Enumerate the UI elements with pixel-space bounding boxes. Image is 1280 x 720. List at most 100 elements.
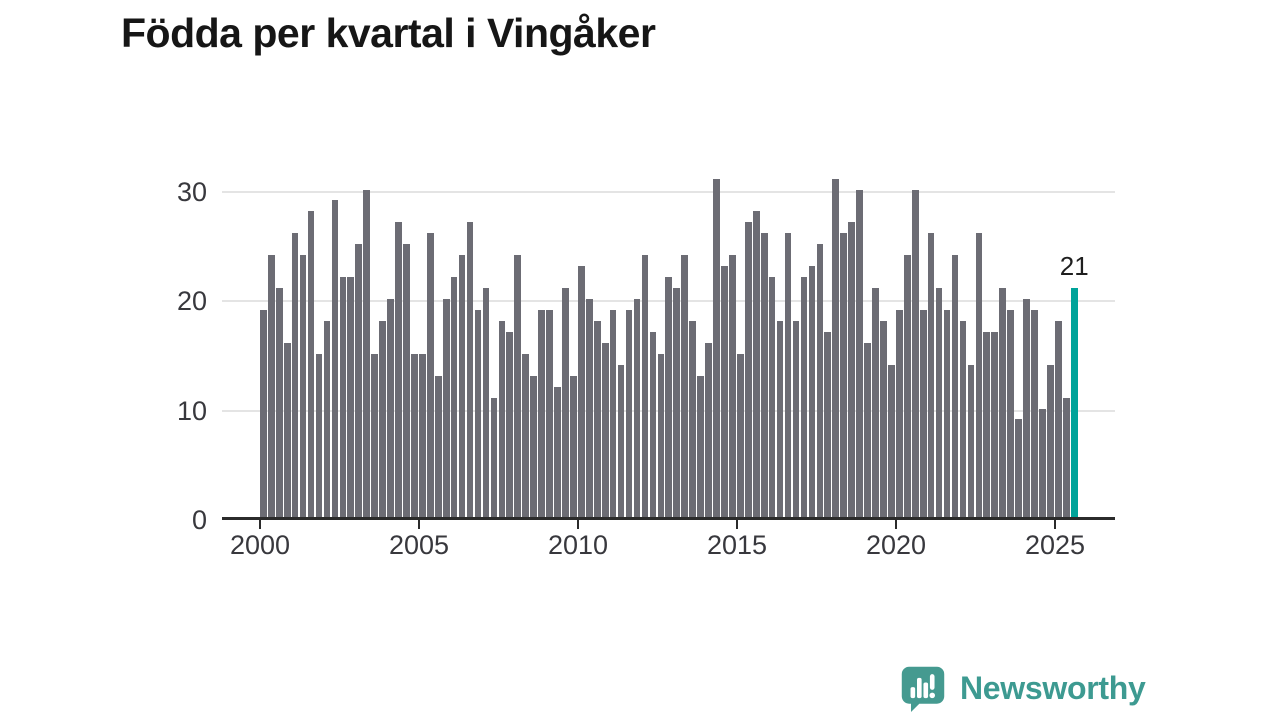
bar bbox=[339, 277, 347, 518]
bar bbox=[299, 255, 307, 518]
bar bbox=[538, 309, 545, 518]
bar bbox=[705, 342, 712, 518]
bar bbox=[570, 375, 577, 518]
bar bbox=[657, 353, 665, 518]
bar bbox=[959, 320, 967, 518]
bar bbox=[419, 353, 426, 518]
bar bbox=[903, 255, 911, 518]
bar bbox=[514, 255, 522, 518]
bar bbox=[800, 277, 808, 518]
bar bbox=[323, 320, 331, 518]
bar bbox=[546, 309, 553, 518]
bar bbox=[578, 266, 585, 518]
bar bbox=[776, 320, 784, 518]
bar bbox=[832, 178, 840, 518]
bar bbox=[816, 244, 824, 518]
bar bbox=[1062, 397, 1070, 518]
chart-title: Födda per kvartal i Vingåker bbox=[121, 10, 656, 56]
bar bbox=[260, 309, 267, 518]
bar bbox=[824, 331, 832, 518]
bar bbox=[585, 299, 593, 518]
bar bbox=[522, 353, 530, 518]
bar bbox=[307, 211, 315, 518]
bar bbox=[395, 222, 402, 518]
x-axis-tick bbox=[259, 520, 261, 529]
bar bbox=[347, 277, 355, 518]
highlighted-bar bbox=[1070, 288, 1078, 518]
bar bbox=[951, 255, 959, 518]
bar bbox=[880, 320, 887, 518]
bar bbox=[991, 331, 999, 518]
bar bbox=[999, 288, 1007, 518]
x-axis-tick bbox=[736, 520, 738, 529]
gridline-y-30 bbox=[222, 190, 1115, 193]
bar bbox=[1031, 309, 1038, 518]
y-axis-tick-label: 30 bbox=[176, 176, 207, 207]
bar bbox=[864, 342, 871, 518]
bar bbox=[713, 178, 720, 518]
bar bbox=[458, 255, 466, 518]
bar bbox=[983, 331, 991, 518]
bar bbox=[673, 288, 681, 518]
bar bbox=[1007, 309, 1014, 518]
bar bbox=[911, 189, 919, 518]
x-axis-tick bbox=[1054, 520, 1056, 529]
bar bbox=[331, 200, 339, 518]
bar bbox=[434, 375, 442, 518]
bar bbox=[784, 233, 792, 518]
newsworthy-wordmark: Newsworthy bbox=[960, 669, 1146, 706]
x-axis-tick bbox=[418, 520, 420, 529]
x-axis-tick-label: 2010 bbox=[547, 530, 609, 560]
bar bbox=[403, 244, 410, 518]
bar bbox=[649, 331, 657, 518]
bar bbox=[554, 386, 561, 518]
bar bbox=[641, 255, 649, 518]
x-axis-tick-label: 2000 bbox=[229, 530, 291, 560]
bar bbox=[943, 309, 951, 518]
y-axis-tick-label: 0 bbox=[191, 505, 207, 535]
bar bbox=[729, 255, 736, 518]
bar bbox=[315, 353, 323, 518]
y-axis-tick-label: 10 bbox=[176, 395, 207, 426]
bar bbox=[617, 364, 625, 518]
bar bbox=[689, 320, 696, 518]
bar bbox=[562, 288, 569, 518]
bar bbox=[442, 299, 450, 518]
bar bbox=[975, 233, 983, 518]
bar bbox=[697, 375, 704, 518]
bar bbox=[593, 320, 601, 518]
bar bbox=[482, 288, 490, 518]
bar bbox=[275, 288, 283, 518]
bar bbox=[267, 255, 275, 518]
bar bbox=[1039, 408, 1046, 518]
bar bbox=[601, 342, 609, 518]
bar bbox=[768, 277, 776, 518]
bar bbox=[919, 309, 927, 518]
bar bbox=[625, 309, 633, 518]
bar bbox=[609, 309, 617, 518]
newsworthy-logo: Newsworthy bbox=[899, 664, 1146, 712]
bar bbox=[355, 244, 363, 518]
x-axis-line bbox=[222, 517, 1115, 520]
bar bbox=[848, 222, 855, 518]
bar bbox=[752, 211, 760, 518]
bar bbox=[474, 309, 482, 518]
bar bbox=[681, 255, 689, 518]
bar bbox=[506, 331, 514, 518]
bar bbox=[1047, 364, 1054, 518]
x-axis-tick-label: 2020 bbox=[865, 530, 927, 560]
bar bbox=[927, 233, 935, 518]
bar bbox=[888, 364, 895, 518]
bar bbox=[840, 233, 848, 518]
bar bbox=[721, 266, 728, 518]
bar bbox=[490, 397, 498, 518]
bar bbox=[411, 353, 418, 518]
highlight-value-label: 21 bbox=[1059, 251, 1089, 282]
bar bbox=[1023, 299, 1030, 518]
x-axis-tick-label: 2015 bbox=[706, 530, 768, 560]
bar bbox=[387, 299, 394, 518]
bar bbox=[466, 222, 474, 518]
bar bbox=[291, 233, 299, 518]
bar bbox=[450, 277, 458, 518]
